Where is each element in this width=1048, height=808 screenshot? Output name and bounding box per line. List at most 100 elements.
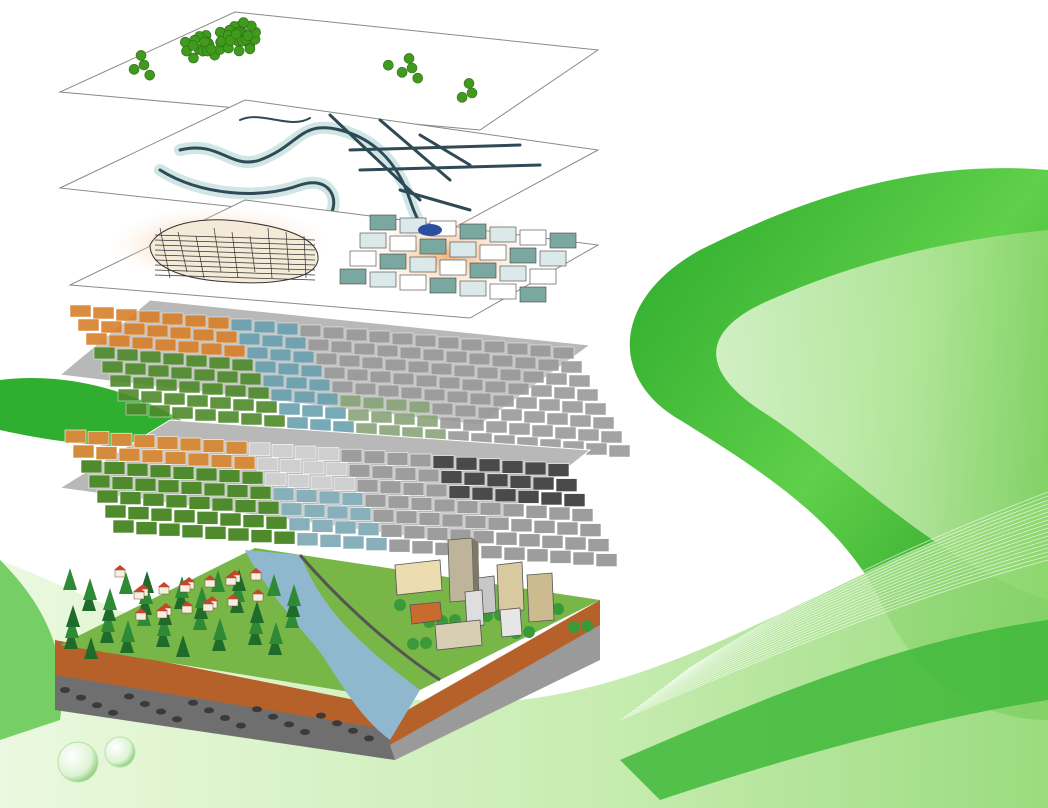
roof [181, 601, 193, 606]
ribbon-streak [663, 515, 1048, 688]
zoning-cell [539, 250, 567, 267]
surface-cell [545, 372, 568, 386]
raster-cell [172, 466, 195, 480]
zoning-cell [519, 286, 547, 303]
zoning-cell [459, 223, 487, 240]
raster-cell [342, 535, 365, 550]
surface-cell [262, 374, 285, 388]
surface-cell [461, 378, 484, 392]
surface-cell [148, 404, 171, 418]
raster-cell [340, 448, 363, 463]
surface-cell [483, 340, 506, 354]
surface-cell [269, 348, 292, 362]
raster-cell [479, 501, 502, 516]
surface-cell [491, 354, 514, 368]
surface-cell [531, 424, 554, 438]
raster-cell [250, 529, 273, 543]
surface-cell [230, 318, 253, 332]
raster-cell [142, 492, 165, 507]
raster-cell [433, 498, 456, 513]
tree [287, 584, 301, 606]
ribbon-streak [667, 511, 1048, 685]
raster-cell [503, 546, 526, 561]
roof [227, 594, 239, 599]
parcel-line [154, 264, 316, 271]
raster-cell [156, 436, 179, 450]
surface-cell [476, 366, 499, 380]
point-feature [233, 45, 245, 57]
raster-cell [349, 507, 372, 521]
surface-cell [414, 334, 437, 348]
tree [581, 620, 593, 632]
point-feature [403, 53, 415, 64]
parcel-line [159, 227, 171, 279]
surface-cell [139, 350, 162, 364]
surface-cell [132, 376, 155, 390]
stone [348, 727, 358, 734]
raster-cell [518, 533, 541, 548]
surface-cell [254, 360, 277, 374]
surface-cell [485, 420, 508, 434]
railway [298, 554, 441, 682]
point-feature [187, 40, 199, 51]
stone [60, 687, 70, 693]
house [158, 586, 170, 595]
point-feature [128, 64, 140, 75]
raster-cell [233, 455, 256, 470]
surface-cell [347, 408, 370, 422]
raster-cell [456, 500, 479, 514]
road-network [154, 113, 542, 240]
house [133, 591, 145, 600]
surface-cell [400, 386, 423, 400]
raster-cell [202, 439, 225, 453]
surface-cell [560, 360, 583, 374]
roof [133, 587, 145, 592]
parcel-line [154, 269, 316, 276]
raster-cell [440, 470, 463, 484]
surface-cell [115, 308, 138, 322]
surface-cell [506, 342, 529, 356]
zoning-cell [429, 277, 457, 294]
raster-cell [158, 522, 181, 537]
raster-cell [80, 459, 103, 474]
zoning-cell [459, 280, 487, 297]
ribbon-bottom-left [0, 560, 62, 740]
raster-cell [318, 490, 341, 505]
raster-cell [149, 464, 172, 479]
parcel-line [249, 235, 256, 273]
surface-cell [407, 360, 430, 374]
raster-cell [157, 479, 180, 494]
surface-cell [331, 380, 354, 394]
surface-cell [85, 332, 108, 346]
raster-cell [364, 493, 387, 508]
tree [121, 620, 135, 642]
raster-cell [287, 474, 310, 488]
point-feature [135, 50, 147, 61]
raster-cell [317, 447, 340, 461]
parcel-line [195, 235, 205, 279]
raster-cell [494, 488, 517, 503]
raster-cell [188, 496, 211, 510]
surface-cell [353, 342, 376, 356]
raster-cell [556, 521, 579, 536]
ribbon-streak [619, 559, 1048, 721]
surface-cell [561, 400, 584, 414]
surface-cell [184, 314, 207, 328]
surface-cell [553, 386, 576, 400]
point-feature [412, 72, 424, 84]
raster-cell [547, 463, 570, 477]
surface-cell [453, 364, 476, 378]
surface-cell [177, 340, 200, 354]
raster-cell [478, 458, 501, 473]
surface-cell [408, 400, 431, 414]
surface-cell [231, 358, 254, 372]
roof [137, 584, 149, 589]
surface-cell [300, 364, 323, 378]
roof [183, 577, 195, 582]
raster-cell [510, 518, 533, 533]
surface-cell [438, 376, 461, 390]
zoning-grid [339, 214, 577, 303]
parcel-cluster [149, 219, 319, 284]
raster-cell [487, 516, 510, 531]
raster-cell [555, 478, 578, 492]
